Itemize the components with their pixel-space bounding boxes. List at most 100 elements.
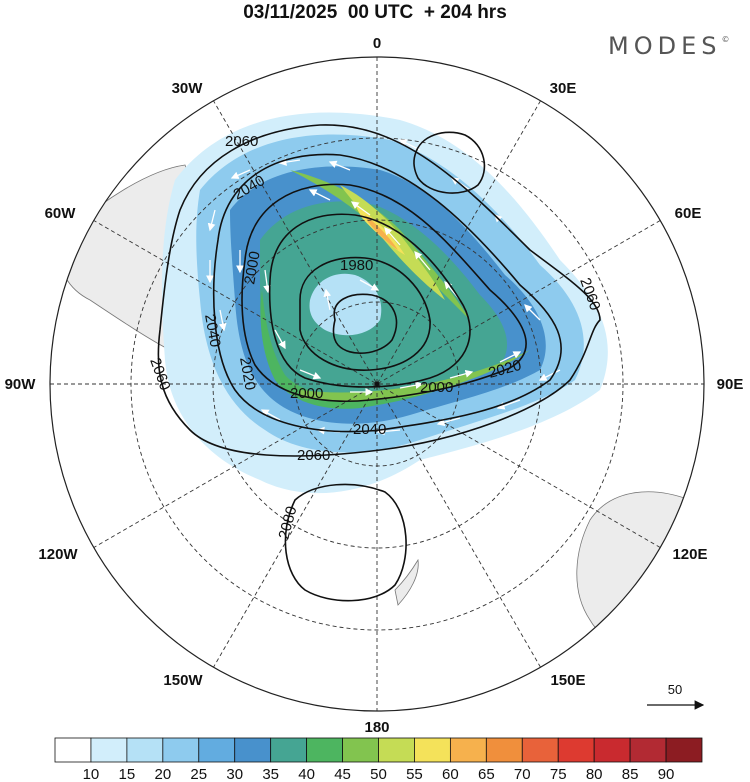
new-zealand-land bbox=[394, 558, 419, 606]
wind-arrow bbox=[323, 288, 332, 311]
wind-arrow bbox=[496, 399, 521, 410]
colorbar-swatch bbox=[557, 737, 595, 763]
contour-label-2000: 2000 bbox=[241, 250, 264, 286]
wind-arrow bbox=[328, 160, 351, 171]
colorbar-tick-label: 40 bbox=[298, 766, 315, 782]
wind-arrow bbox=[384, 227, 401, 246]
wind-arrow bbox=[207, 209, 216, 232]
colorbar-swatch bbox=[234, 737, 272, 763]
colorbar-swatch bbox=[162, 737, 200, 763]
contour-label-2040-south: 2040 bbox=[353, 421, 386, 438]
africa-land bbox=[599, 57, 704, 188]
wind-arrow bbox=[538, 369, 561, 381]
contour-1980 bbox=[299, 256, 431, 371]
colorbar-tick-label: 15 bbox=[119, 766, 136, 782]
wind-reference: 50 bbox=[647, 682, 705, 710]
contour-2080-north bbox=[413, 131, 486, 194]
contour-2060 bbox=[157, 124, 601, 457]
colorbar-tick-label: 75 bbox=[550, 766, 567, 782]
colorbar-swatch bbox=[521, 737, 559, 763]
contour-labels: 2060 2040 2000 1980 2040 2020 2000 2000 … bbox=[146, 133, 603, 541]
south-pole-marker bbox=[374, 381, 380, 387]
colorbar-tick-label: 55 bbox=[406, 766, 423, 782]
colorbar-swatch bbox=[270, 737, 308, 763]
contour-label-2060: 2060 bbox=[225, 133, 258, 150]
contour-label-2020-west: 2020 bbox=[236, 356, 259, 392]
lon-label-120w: 120W bbox=[38, 546, 78, 563]
wind-arrow bbox=[499, 351, 522, 363]
brand-text: MODES bbox=[608, 32, 722, 60]
wind-arrow bbox=[260, 409, 281, 421]
lon-label-90w: 90W bbox=[5, 376, 37, 393]
contour-2080 bbox=[284, 483, 407, 602]
lon-label-30e: 30E bbox=[550, 80, 577, 97]
wind-vectors bbox=[206, 139, 561, 436]
wind-arrow bbox=[359, 279, 380, 291]
wind-arrow bbox=[263, 269, 271, 294]
colorbar-swatch bbox=[90, 737, 128, 763]
wind-arrow bbox=[230, 169, 251, 179]
modes-logo: MODES© bbox=[608, 32, 729, 60]
wind-arrow bbox=[414, 251, 431, 271]
lon-label-90e: 90E bbox=[717, 376, 744, 393]
wind-arrow bbox=[299, 369, 322, 380]
colorbar-tick-label: 35 bbox=[262, 766, 279, 782]
lon-label-30w: 30W bbox=[172, 80, 204, 97]
colorbar-tick-label: 20 bbox=[154, 766, 171, 782]
colorbar-swatch bbox=[665, 737, 703, 763]
wind-band-lower-jet bbox=[300, 350, 530, 401]
map-boundary bbox=[49, 56, 705, 712]
height-contours bbox=[157, 124, 601, 602]
contour-label-2000-south: 2000 bbox=[290, 385, 323, 402]
lon-label-0: 0 bbox=[373, 35, 381, 52]
contour-label-1980: 1980 bbox=[340, 257, 373, 274]
contour-2020 bbox=[241, 183, 527, 403]
lon-label-120e: 120E bbox=[672, 546, 707, 563]
colorbar-swatch bbox=[126, 737, 164, 763]
brand-mark: © bbox=[721, 35, 730, 44]
wind-arrow bbox=[350, 201, 371, 216]
wind-arrow bbox=[278, 158, 301, 166]
longitude-labels: 0 30E 60E 90E 120E 150E 180 150W 120W 90… bbox=[5, 35, 744, 736]
wind-arrow bbox=[436, 417, 461, 427]
contour-label-2080: 2080 bbox=[275, 504, 300, 541]
colorbar-swatch bbox=[449, 737, 487, 763]
lon-label-60e: 60E bbox=[675, 205, 702, 222]
colorbar-tick-label: 65 bbox=[478, 766, 495, 782]
colorbar-tick-label: 50 bbox=[370, 766, 387, 782]
graticule bbox=[50, 57, 704, 711]
contour-label-2060-south: 2060 bbox=[297, 447, 330, 464]
lon-label-150e: 150E bbox=[550, 672, 585, 689]
wind-arrow bbox=[376, 427, 401, 436]
map-title: 03/11/2025 00 UTC + 204 hrs bbox=[243, 2, 507, 23]
colorbar-tick-label: 90 bbox=[658, 766, 675, 782]
colorbar-tick-label: 30 bbox=[226, 766, 243, 782]
wind-arrow bbox=[399, 381, 424, 389]
colorbar-swatch bbox=[198, 737, 236, 763]
wind-arrow bbox=[218, 309, 227, 332]
lon-label-180: 180 bbox=[364, 719, 389, 736]
colorbar-swatch bbox=[378, 737, 415, 763]
wind-arrow bbox=[308, 189, 331, 201]
colorbar-tick-label: 60 bbox=[442, 766, 459, 782]
colorbar-swatch bbox=[485, 737, 523, 763]
colorbar-swatch bbox=[629, 737, 667, 763]
colorbar-tick-label: 80 bbox=[586, 766, 603, 782]
contour-label-2040-west: 2040 bbox=[201, 313, 224, 349]
contour-label-2000-east: 2000 bbox=[420, 379, 453, 396]
wind-band-jet-peak bbox=[365, 215, 398, 250]
lon-label-150w: 150W bbox=[163, 672, 203, 689]
colorbar-tick-label: 85 bbox=[622, 766, 639, 782]
contour-1960 bbox=[332, 293, 398, 355]
colorbar-swatch bbox=[54, 737, 92, 763]
colorbar: 10 15 20 25 30 35 40 45 50 55 60 65 70 75 80 85 90 bbox=[54, 737, 703, 782]
contour-2040 bbox=[212, 153, 562, 433]
colorbar-swatch bbox=[306, 737, 343, 763]
lon-label-60w: 60W bbox=[45, 205, 77, 222]
contour-2000 bbox=[268, 213, 471, 388]
wind-arrow bbox=[524, 304, 541, 321]
australia-land bbox=[576, 491, 704, 655]
colorbar-tick-label: 70 bbox=[514, 766, 531, 782]
colorbar-tick-label: 45 bbox=[334, 766, 351, 782]
